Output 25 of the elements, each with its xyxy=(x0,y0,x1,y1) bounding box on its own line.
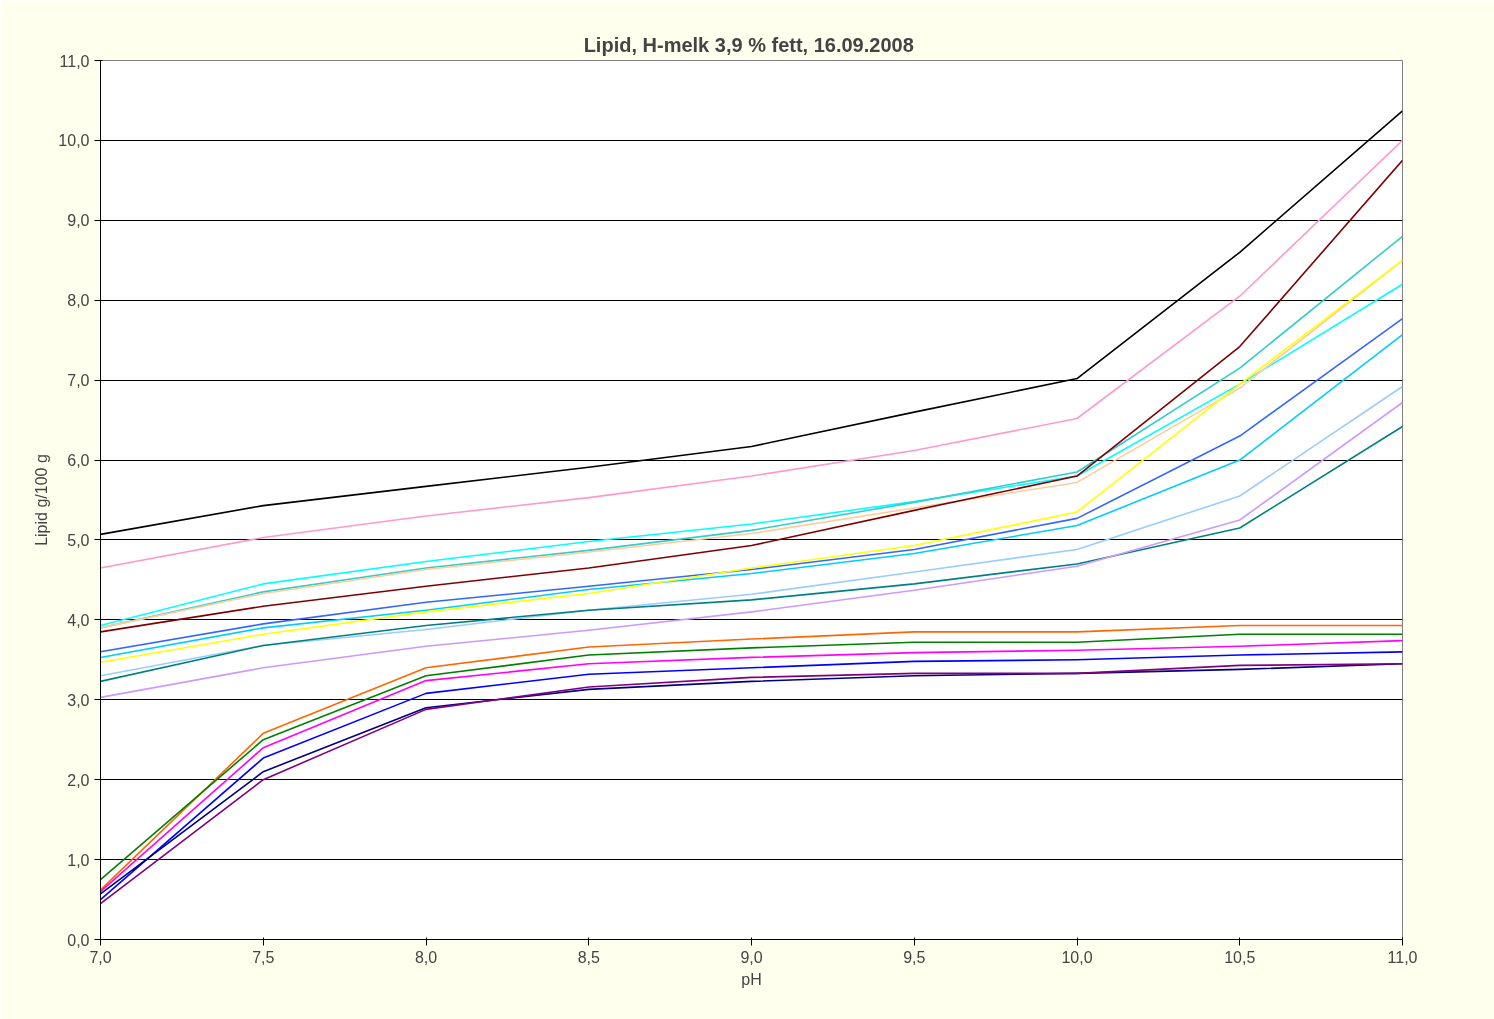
chart-title: Lipid, H-melk 3,9 % fett, 16.09.2008 xyxy=(583,33,914,56)
x-axis-title: pH xyxy=(741,970,762,988)
x-tick-label: 8,0 xyxy=(414,948,438,966)
y-tick-label: 5,0 xyxy=(67,531,90,549)
y-tick-label: 1,0 xyxy=(67,851,90,869)
y-tick-label: 3,0 xyxy=(67,691,90,709)
x-tick-label: 9,0 xyxy=(740,948,763,966)
x-tick-label: 8,5 xyxy=(577,948,600,966)
x-tick-label: 9,5 xyxy=(903,948,926,966)
x-tick-label: 7,5 xyxy=(252,948,275,966)
x-tick-label: 11,0 xyxy=(1387,948,1418,966)
y-tick-label: 2,0 xyxy=(67,771,90,789)
line-series xyxy=(100,159,1403,633)
y-tick-label: 0,0 xyxy=(67,931,90,949)
y-tick-label: 7,0 xyxy=(67,372,90,390)
x-tick-label: 10,5 xyxy=(1224,948,1256,966)
x-tick-label: 10,0 xyxy=(1061,948,1093,966)
y-tick-label: 6,0 xyxy=(67,452,90,470)
y-tick-label: 8,0 xyxy=(67,292,90,310)
y-tick-label: 11,0 xyxy=(59,52,90,70)
y-tick-label: 10,0 xyxy=(58,132,90,150)
y-tick-label: 9,0 xyxy=(67,212,90,230)
x-tick-label: 7,0 xyxy=(89,948,112,966)
y-tick-label: 4,0 xyxy=(67,611,90,629)
y-axis-title: Lipid g/100 g xyxy=(33,454,51,546)
